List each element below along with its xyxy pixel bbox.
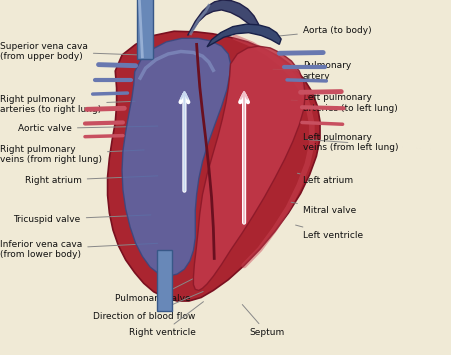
Text: Inferior vena cava
(from lower body): Inferior vena cava (from lower body) bbox=[0, 240, 157, 259]
Text: Tricuspid valve: Tricuspid valve bbox=[14, 215, 151, 224]
Text: Right pulmonary
veins (from right lung): Right pulmonary veins (from right lung) bbox=[0, 145, 144, 164]
Text: Left pulmonary
veins (from left lung): Left pulmonary veins (from left lung) bbox=[302, 133, 397, 152]
Text: Mitral valve: Mitral valve bbox=[290, 202, 355, 215]
Polygon shape bbox=[207, 24, 281, 47]
Text: Aortic valve: Aortic valve bbox=[18, 124, 157, 133]
Text: Pulmonary
artery: Pulmonary artery bbox=[272, 61, 350, 81]
Text: Direction of blood flow: Direction of blood flow bbox=[92, 291, 202, 321]
Polygon shape bbox=[107, 31, 319, 301]
Text: Right pulmonary
arteries (to right lung): Right pulmonary arteries (to right lung) bbox=[0, 95, 135, 114]
Text: Left ventricle: Left ventricle bbox=[295, 225, 362, 240]
Polygon shape bbox=[122, 38, 230, 276]
Text: Pulmonary valve: Pulmonary valve bbox=[115, 279, 193, 304]
Text: Superior vena cava
(from upper body): Superior vena cava (from upper body) bbox=[0, 42, 139, 61]
Text: Aorta (to body): Aorta (to body) bbox=[268, 26, 371, 37]
Text: Right atrium: Right atrium bbox=[25, 176, 157, 185]
Polygon shape bbox=[136, 0, 152, 59]
Polygon shape bbox=[193, 46, 304, 290]
Polygon shape bbox=[157, 250, 171, 311]
Text: Septum: Septum bbox=[242, 305, 284, 338]
Text: Left atrium: Left atrium bbox=[297, 173, 352, 185]
Text: Left pulmonary
arteries (to left lung): Left pulmonary arteries (to left lung) bbox=[290, 93, 397, 113]
Text: Right ventricle: Right ventricle bbox=[129, 302, 203, 338]
Polygon shape bbox=[187, 0, 258, 36]
